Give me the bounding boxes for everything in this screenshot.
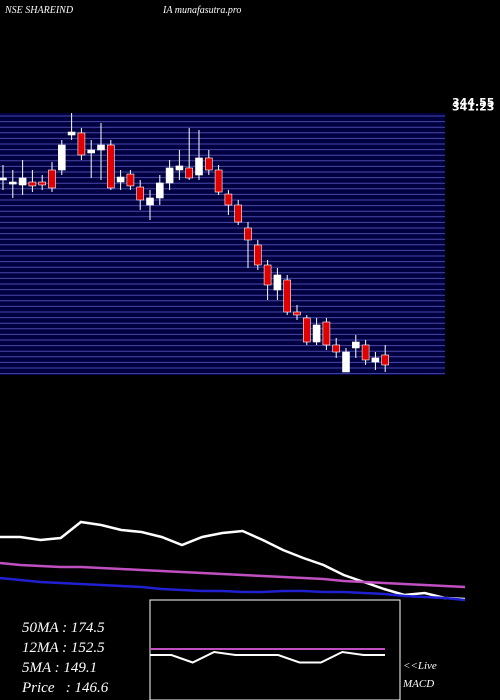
series-line [0,561,466,589]
macd-label: <<Live [403,660,437,672]
y-tick-label: 344.55 [452,96,494,109]
annotation: 5MA : 149.1 [22,660,97,676]
candle-body [351,341,360,349]
y-tick-label: 341.23 [452,100,494,113]
candle-body [136,186,144,201]
candle-body [283,279,292,313]
title: IA munafasutra.pro [162,5,241,16]
candle-body [77,132,86,156]
candle-body [116,176,125,183]
candle-body [322,321,331,346]
candle-body [244,227,252,241]
candle-body [381,354,390,366]
candle-body [224,193,233,206]
candle-body [371,357,380,363]
candle-body [195,157,203,176]
annotation: 12MA : 152.5 [22,640,105,656]
candle-body [234,204,242,223]
candle-body [156,182,164,199]
candle-body [107,144,115,189]
candle-body [254,244,262,266]
candle-body [273,274,282,291]
candle-body [97,144,105,151]
candle-body [18,177,27,186]
candle-body [185,167,193,179]
candle-body [48,169,56,189]
series-line [0,576,466,602]
candle-body [0,177,7,181]
annotation: Price : 146.6 [21,680,109,696]
candle-body [214,169,223,193]
candle-body [175,165,184,171]
price-panel [0,113,445,375]
series-line [0,520,466,601]
candle-body [342,351,350,373]
candle-body [87,149,95,154]
candle-body [263,264,272,286]
candle-body [302,317,311,343]
candle-body [38,181,47,186]
candle-body [146,197,154,206]
candle-body [361,344,370,361]
title: NSE SHAREIND [4,5,74,16]
candle-body [332,344,341,353]
candle-body [28,181,37,187]
candle-body [205,157,213,171]
candle-body [67,131,76,136]
macd-label: MACD [402,678,434,690]
candle-body [293,311,301,316]
series-line [150,650,385,664]
candle-body [312,324,321,343]
candle-body [165,167,174,184]
candle-body [126,173,135,187]
candle-body [57,144,66,171]
candle-body [9,181,17,185]
annotation: 50MA : 174.5 [22,620,105,636]
